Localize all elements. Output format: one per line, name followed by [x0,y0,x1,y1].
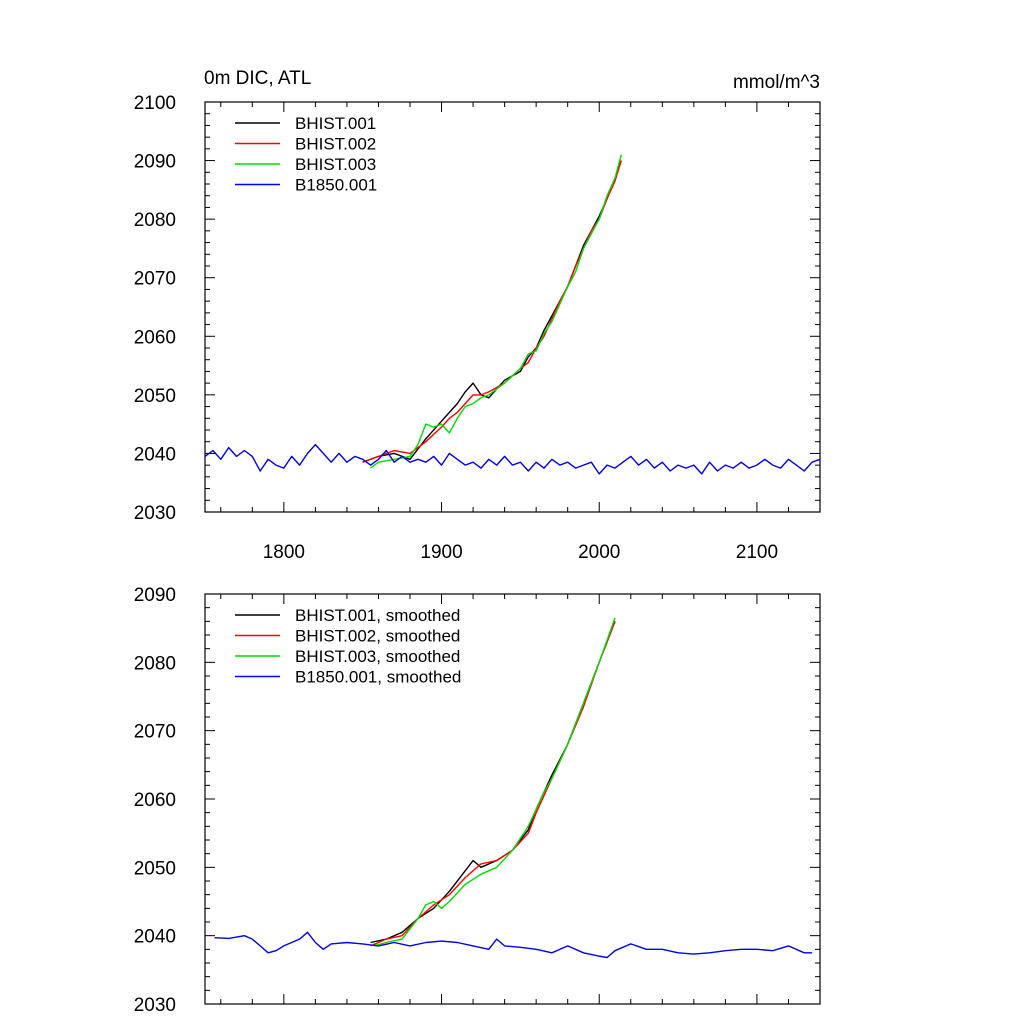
y-tick-label: 2070 [134,269,176,290]
series-line-2 [373,617,616,947]
series-line-3 [204,443,821,475]
units-label: mmol/m^3 [733,72,820,93]
y-tick-label: 2050 [134,858,176,879]
chart-title: 0m DIC, ATL [204,68,311,89]
y-tick-label: 2030 [134,995,176,1016]
x-tick-label: 1900 [420,542,462,563]
y-tick-label: 2100 [134,93,176,114]
series-line-2 [370,154,622,469]
series-line-0 [362,160,622,463]
y-tick-label: 2070 [134,722,176,743]
x-tick-label: 1800 [263,542,305,563]
legend-entry-1: BHIST.002, smoothed [295,627,460,646]
series-line-3 [214,931,813,959]
y-tick-label: 2060 [134,790,176,811]
y-tick-label: 2040 [134,444,176,465]
y-tick-label: 2060 [134,327,176,348]
legend-entry-0: BHIST.001 [295,114,376,133]
legend-entry-1: BHIST.002 [295,135,376,154]
legend-entry-3: B1850.001, smoothed [295,668,461,687]
series-line-1 [362,160,622,463]
x-tick-label: 2000 [578,542,620,563]
y-tick-label: 2080 [134,653,176,674]
y-tick-label: 2030 [134,503,176,524]
x-tick-label: 2100 [736,542,778,563]
y-tick-label: 2080 [134,210,176,231]
plot-frame [204,101,821,513]
y-tick-label: 2090 [134,152,176,173]
bottom-panel: 2030 2040 2050 2060 2070 2080 2090 BHIST.001, s… [134,585,821,1016]
y-tick-label: 2090 [134,585,176,606]
top-panel: 0m DIC, ATL mmol/m^3 2030 2040 2050 2060 207… [134,68,821,563]
legend-entry-2: BHIST.003 [295,155,376,174]
legend-entry-0: BHIST.001, smoothed [295,606,460,625]
y-tick-label: 2050 [134,386,176,407]
y-tick-label: 2040 [134,927,176,948]
legend-entry-3: B1850.001 [295,176,377,195]
legend-entry-2: BHIST.003, smoothed [295,647,460,666]
